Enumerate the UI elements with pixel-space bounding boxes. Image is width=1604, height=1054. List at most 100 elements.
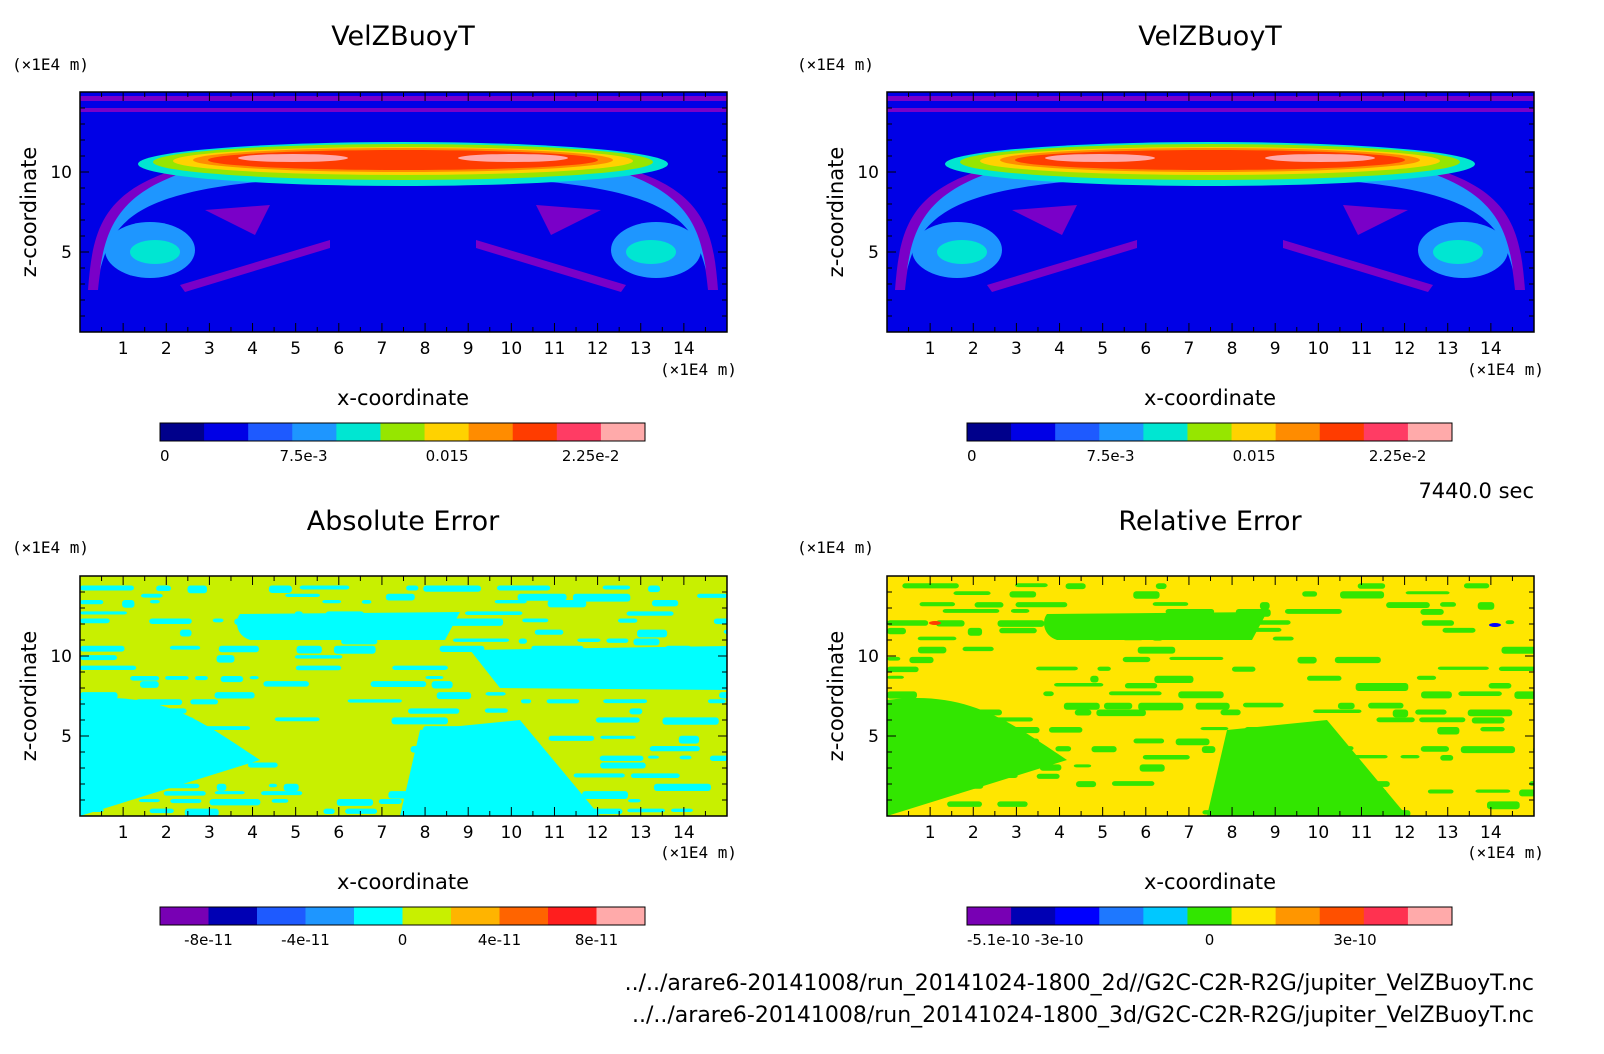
y-tick-label: 5 [61, 727, 72, 747]
field-noise-stroke [572, 593, 631, 602]
field-noise-stroke [999, 627, 1037, 634]
colorbar-swatch [967, 423, 1012, 441]
field-noise-stroke [423, 585, 482, 592]
field-noise-stroke [436, 692, 472, 700]
field-noise-stroke [1297, 656, 1317, 664]
y-unit-label: (×1E4 m) [797, 538, 874, 557]
field-noise-stroke [1440, 602, 1457, 607]
field-background [80, 92, 727, 332]
field-noise-stroke [1201, 746, 1216, 753]
field-noise-stroke [1471, 717, 1505, 724]
x-tick-label: 10 [1308, 823, 1330, 843]
field-noise-stroke [887, 620, 929, 626]
field-noise-stroke [649, 746, 700, 752]
y-tick-label: 5 [868, 727, 879, 747]
field-noise-stroke [887, 691, 917, 699]
y-tick-label: 5 [61, 243, 72, 263]
x-tick-label: 14 [673, 339, 695, 359]
field-noise-stroke [967, 627, 983, 636]
field-noise-stroke [1505, 620, 1515, 625]
field-noise-stroke [194, 675, 208, 681]
field-noise-stroke [518, 638, 528, 644]
colorbar-swatch [1275, 423, 1321, 441]
field-noise-stroke [452, 638, 510, 642]
field-noise-stroke [247, 762, 278, 768]
field-noise-stroke [80, 645, 125, 652]
x-tick-label: 12 [587, 339, 609, 359]
colorbar-swatch [1407, 907, 1453, 925]
x-tick-label: 13 [630, 339, 652, 359]
field-noise-stroke [391, 717, 448, 725]
field-noise-stroke [1421, 691, 1452, 699]
field-noise-stroke [1220, 709, 1241, 716]
field-noise-stroke [1460, 746, 1516, 754]
field-noise-stroke [345, 808, 378, 814]
x-tick-label: 2 [161, 823, 172, 843]
field-noise-stroke [1231, 666, 1256, 672]
x-tick-label: 6 [1140, 339, 1151, 359]
field-noise-stroke [165, 675, 189, 680]
colorbar-label: 0.015 [426, 447, 469, 465]
x-tick-label: 13 [630, 823, 652, 843]
field-noise-stroke [497, 585, 551, 591]
x-tick-label: 1 [925, 823, 936, 843]
x-axis-label: x-coordinate [337, 870, 469, 894]
field-patch [80, 698, 260, 816]
field-noise-stroke [573, 773, 625, 778]
field-noise-stroke [263, 681, 309, 687]
y-tick-label: 10 [857, 163, 879, 183]
panel-title: VelZBuoyT [1138, 21, 1282, 52]
field-noise-stroke [618, 618, 638, 623]
field-noise-stroke [163, 791, 206, 796]
field-noise-stroke [370, 681, 427, 688]
field-noise-stroke [1440, 754, 1454, 761]
colorbar-swatch [600, 423, 646, 441]
field-noise-stroke [156, 585, 172, 592]
x-axis-label: x-coordinate [337, 386, 469, 410]
x-tick-label: 9 [1270, 339, 1281, 359]
field-noise-stroke [517, 593, 567, 601]
colorbar-swatch [556, 423, 602, 441]
x-tick-label: 7 [377, 339, 388, 359]
field-noise-stroke [294, 655, 343, 659]
field-noise-stroke [628, 799, 641, 803]
field-noise-stroke [647, 585, 661, 593]
field-noise-stroke [1514, 691, 1534, 699]
colorbar-label: -3e-10 [1035, 931, 1084, 949]
field-noise-stroke [1501, 646, 1534, 654]
x-unit-label: (×1E4 m) [660, 843, 737, 862]
field-patch [1044, 612, 1267, 640]
field-noise-stroke [1533, 810, 1534, 813]
field-noise-stroke [1458, 691, 1502, 696]
panel-title: Absolute Error [307, 506, 500, 537]
x-tick-label: 3 [1011, 339, 1022, 359]
field-noise-stroke [1313, 709, 1362, 714]
field-streak [987, 240, 1137, 292]
field-noise-stroke [80, 611, 127, 615]
colorbar-swatch [1011, 423, 1056, 441]
field-noise-stroke [600, 735, 636, 739]
field-blob [626, 240, 676, 264]
field-noise-stroke [170, 799, 202, 804]
field-noise-stroke [595, 717, 640, 723]
field-noise-stroke [887, 627, 906, 635]
field-noise-stroke [718, 692, 727, 699]
colorbar: 0 7.5e-3 0.015 2.25e-2 [966, 422, 1453, 465]
field-noise-stroke [602, 585, 631, 590]
field-noise-stroke [296, 645, 322, 654]
x-tick-label: 11 [544, 823, 566, 843]
colorbar-label: 7.5e-3 [1087, 447, 1135, 465]
field-noise-stroke [678, 735, 700, 744]
field-noise-stroke [1334, 656, 1381, 664]
field-noise-stroke [548, 735, 595, 741]
field-noise-stroke [942, 609, 1000, 613]
field-noise-stroke [209, 799, 261, 806]
field-noise-stroke [1122, 656, 1151, 663]
colorbar-swatch [1187, 423, 1233, 441]
x-unit-label: (×1E4 m) [1467, 360, 1544, 379]
colorbar-label: 8e-11 [575, 931, 618, 949]
field-noise-stroke [697, 593, 727, 598]
field-noise-stroke [1049, 727, 1083, 733]
x-tick-label: 4 [247, 339, 258, 359]
